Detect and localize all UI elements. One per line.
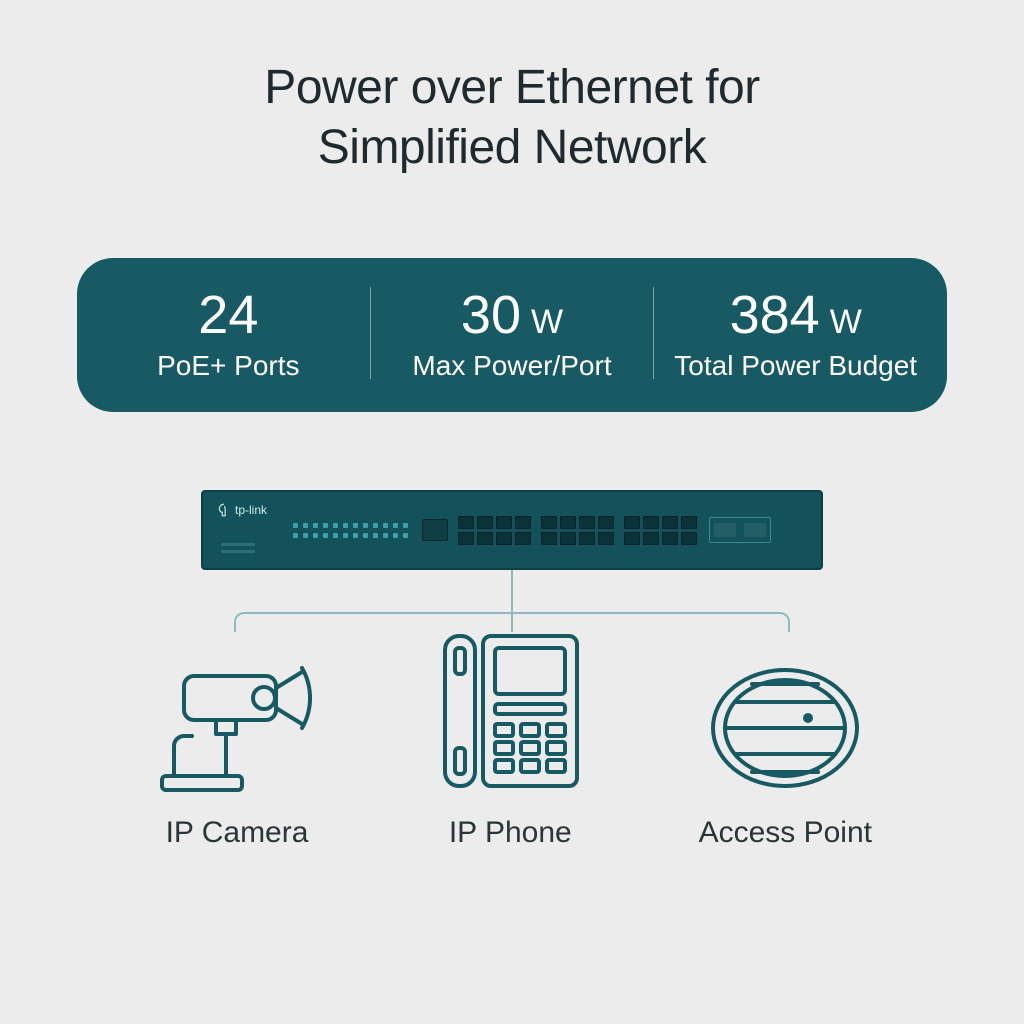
switch-diagram: tp-link <box>201 490 823 632</box>
ip-phone-icon <box>435 648 585 798</box>
switch-sfp-slots <box>709 517 771 543</box>
access-point-icon <box>700 648 870 798</box>
stat-budget-label: Total Power Budget <box>674 350 917 382</box>
title-line-1: Power over Ethernet for <box>264 61 759 114</box>
network-switch-icon: tp-link <box>201 490 823 570</box>
stat-budget-unit: W <box>830 303 862 342</box>
connector-stem <box>511 570 513 612</box>
stat-maxpower-number: 30 <box>461 284 521 346</box>
stat-maxpower: 30 W Max Power/Port <box>371 284 654 382</box>
switch-leds <box>293 523 408 538</box>
stat-ports: 24 PoE+ Ports <box>87 284 370 382</box>
ip-camera-icon <box>152 648 322 798</box>
device-row: IP Camera IP Phone <box>152 648 872 850</box>
stat-maxpower-label: Max Power/Port <box>412 350 611 382</box>
switch-brand: tp-link <box>217 503 267 517</box>
device-phone: IP Phone <box>435 648 585 850</box>
device-ap: Access Point <box>699 648 872 850</box>
device-ap-label: Access Point <box>699 816 872 850</box>
switch-mgmt-port <box>422 519 448 541</box>
stat-ports-number: 24 <box>198 284 258 346</box>
stat-budget: 384 W Total Power Budget <box>654 284 937 382</box>
stats-pill: 24 PoE+ Ports 30 W Max Power/Port 384 W … <box>77 258 947 412</box>
device-camera: IP Camera <box>152 648 322 850</box>
connector-bar <box>234 612 790 632</box>
stat-budget-number: 384 <box>730 284 820 346</box>
switch-ports <box>458 516 697 545</box>
stat-ports-label: PoE+ Ports <box>157 350 299 382</box>
device-camera-label: IP Camera <box>166 816 309 850</box>
page-title: Power over Ethernet for Simplified Netwo… <box>264 58 759 178</box>
stat-maxpower-unit: W <box>531 303 563 342</box>
connector-mid <box>511 612 513 632</box>
device-phone-label: IP Phone <box>449 816 572 850</box>
title-line-2: Simplified Network <box>318 121 706 174</box>
